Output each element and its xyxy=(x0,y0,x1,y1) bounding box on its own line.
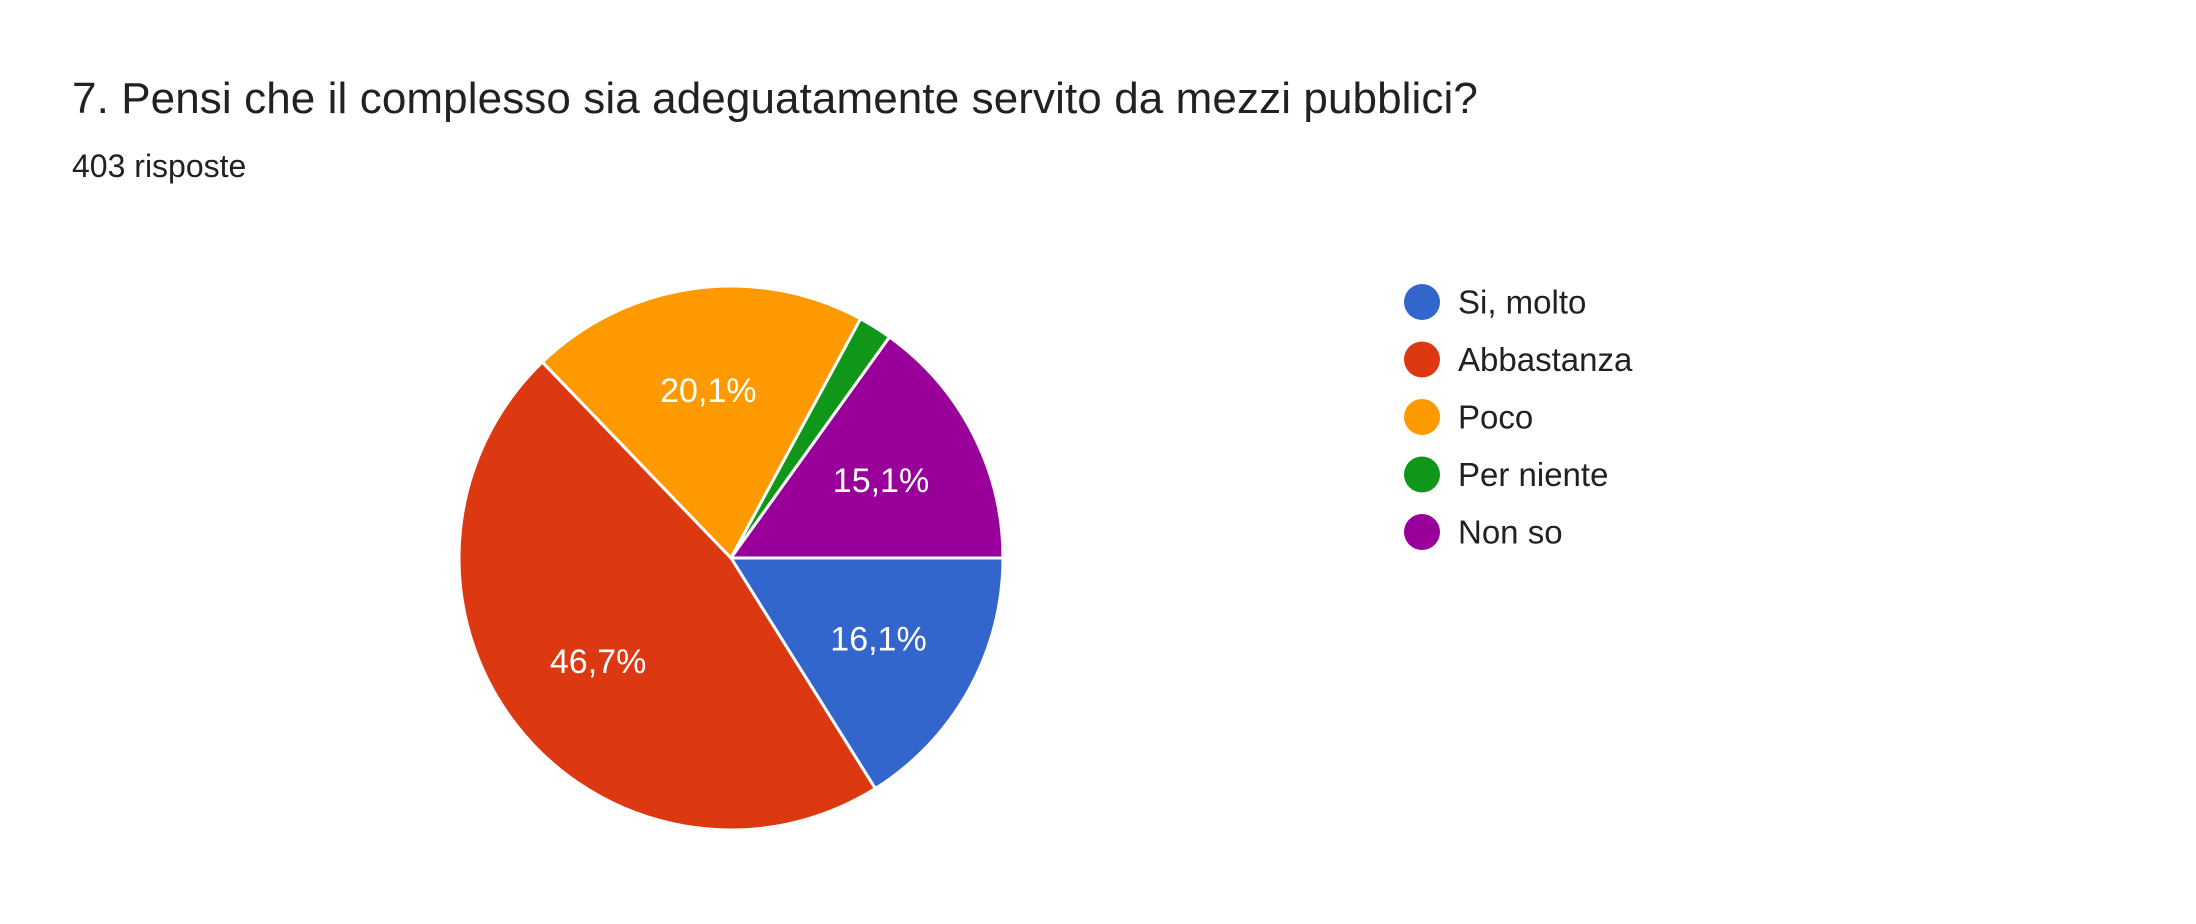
pie-slice-labels: 16,1% 46,7% 20,1% 15,1% xyxy=(550,372,929,681)
legend-swatch-non-so xyxy=(1404,514,1440,550)
pie-slices xyxy=(457,284,1005,832)
chart-legend: Si, molto Abbastanza Poco Per niente Non so xyxy=(1404,284,1633,551)
legend-label-si-molto: Si, molto xyxy=(1458,284,1586,321)
response-count: 403 risposte xyxy=(72,148,247,184)
legend-swatch-poco xyxy=(1404,399,1440,435)
slice-label-non-so: 15,1% xyxy=(833,462,929,500)
slice-label-poco: 20,1% xyxy=(660,372,756,410)
legend-swatch-si-molto xyxy=(1404,284,1440,320)
legend-item-non-so[interactable]: Non so xyxy=(1404,514,1563,551)
pie-slice-poco[interactable] xyxy=(540,284,863,560)
legend-item-per-niente[interactable]: Per niente xyxy=(1404,456,1608,493)
legend-item-poco[interactable]: Poco xyxy=(1404,399,1533,436)
legend-item-si-molto[interactable]: Si, molto xyxy=(1404,284,1586,321)
pie-slice-abbastanza[interactable] xyxy=(457,360,877,832)
legend-label-per-niente: Per niente xyxy=(1458,456,1608,493)
pie-slice-non-so[interactable] xyxy=(729,335,1005,560)
slice-label-abbastanza: 46,7% xyxy=(550,643,646,681)
legend-label-non-so: Non so xyxy=(1458,514,1563,551)
legend-swatch-per-niente xyxy=(1404,456,1440,493)
chart-title: 7. Pensi che il complesso sia adeguatame… xyxy=(72,74,1478,123)
slice-label-si-molto: 16,1% xyxy=(830,621,926,659)
legend-swatch-abbastanza xyxy=(1404,341,1440,378)
legend-label-abbastanza: Abbastanza xyxy=(1458,341,1633,378)
legend-label-poco: Poco xyxy=(1458,399,1533,436)
legend-item-abbastanza[interactable]: Abbastanza xyxy=(1404,341,1633,378)
pie-slice-si-molto[interactable] xyxy=(729,556,1005,791)
